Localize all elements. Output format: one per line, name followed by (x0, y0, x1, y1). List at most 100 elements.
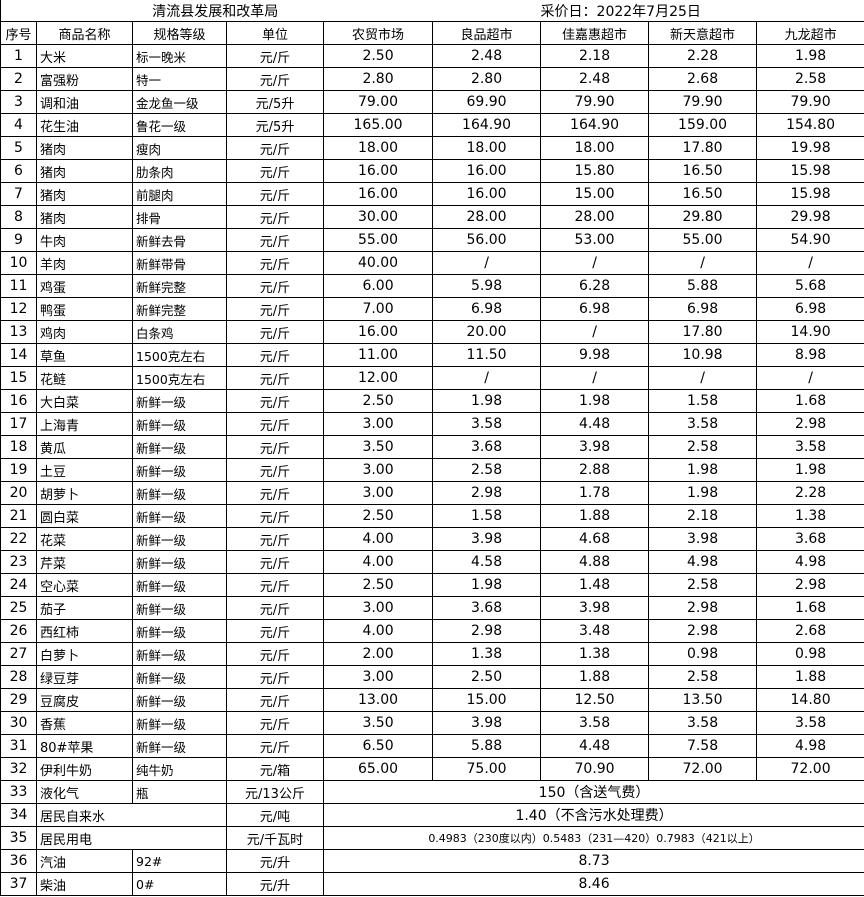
header-spec: 规格等级 (132, 21, 227, 45)
price-liangpin: 2.98 (432, 619, 542, 643)
price-market: 2.50 (322, 389, 434, 413)
item-unit: 元/斤 (226, 688, 324, 712)
item-unit: 元/吨 (226, 803, 324, 827)
price-jiajiahui: 15.00 (540, 182, 650, 206)
price-liangpin: 2.80 (432, 67, 542, 91)
item-spec: 金龙鱼一级 (132, 90, 227, 114)
item-spec: 新鲜完整 (132, 297, 227, 321)
item-unit: 元/斤 (226, 619, 324, 643)
item-spec: 新鲜一级 (132, 412, 227, 436)
item-unit: 元/5升 (226, 90, 324, 114)
item-name: 调和油 (36, 90, 133, 114)
price-xintianyi: 79.90 (648, 90, 758, 114)
price-jiajiahui: 2.88 (540, 458, 650, 482)
row-number: 1 (0, 44, 37, 68)
price-market: 2.50 (322, 44, 434, 68)
item-name: 圆白菜 (36, 504, 133, 528)
price-jiajiahui: 1.88 (540, 665, 650, 689)
item-unit: 元/斤 (226, 596, 324, 620)
item-unit: 元/斤 (226, 412, 324, 436)
price-jiulong: 1.98 (756, 458, 864, 482)
price-market: 3.00 (322, 481, 434, 505)
price-jiulong: 1.68 (756, 596, 864, 620)
price-liangpin: 2.98 (432, 481, 542, 505)
price-jiajiahui: 15.80 (540, 159, 650, 183)
price-market: 13.00 (322, 688, 434, 712)
item-spec: 新鲜一级 (132, 504, 227, 528)
item-unit: 元/斤 (226, 205, 324, 229)
price-liangpin: 56.00 (432, 228, 542, 252)
item-unit: 元/斤 (226, 320, 324, 344)
item-name: 猪肉 (36, 136, 133, 160)
item-unit: 元/升 (226, 872, 324, 896)
item-unit: 元/斤 (226, 136, 324, 160)
row-number: 26 (0, 619, 37, 643)
table-row: 2 富强粉 特一 元/斤 2.80 2.80 2.48 2.68 2.58 (0, 67, 864, 91)
item-spec: 肋条肉 (132, 159, 227, 183)
price-market: 3.00 (322, 458, 434, 482)
table-row: 4 花生油 鲁花一级 元/5升 165.00 164.90 164.90 159.00 154.… (0, 113, 864, 137)
price-liangpin: 11.50 (432, 343, 542, 367)
row-number: 9 (0, 228, 37, 252)
item-spec: 纯牛奶 (132, 757, 227, 781)
price-jiulong: 29.98 (756, 205, 864, 229)
price-market: 3.00 (322, 596, 434, 620)
price-market: 4.00 (322, 550, 434, 574)
item-spec: 瓶 (132, 780, 227, 804)
item-unit: 元/箱 (226, 757, 324, 781)
item-spec: 白条鸡 (132, 320, 227, 344)
row-number: 33 (0, 780, 37, 804)
row-number: 8 (0, 205, 37, 229)
item-name: 花生油 (36, 113, 133, 137)
price-xintianyi: 2.18 (648, 504, 758, 528)
header-jiajiahui: 佳嘉惠超市 (540, 21, 650, 45)
price-liangpin: 15.00 (432, 688, 542, 712)
item-spec: 新鲜一级 (132, 642, 227, 666)
row-number: 10 (0, 251, 37, 275)
price-liangpin: 69.90 (432, 90, 542, 114)
price-xintianyi: 1.98 (648, 458, 758, 482)
item-name: 茄子 (36, 596, 133, 620)
item-spec: 新鲜一级 (132, 711, 227, 735)
price-jiajiahui: 70.90 (540, 757, 650, 781)
title-row: 清流县发展和改革局 采价日：2022年7月25日 (0, 0, 864, 22)
price-jiulong: 1.98 (756, 44, 864, 68)
price-xintianyi: 16.50 (648, 159, 758, 183)
price-market: 2.50 (322, 573, 434, 597)
price-xintianyi: 6.98 (648, 297, 758, 321)
item-name: 柴油 (36, 872, 133, 896)
table-row: 7 猪肉 前腿肉 元/斤 16.00 16.00 15.00 16.50 15.98 (0, 182, 864, 206)
item-name: 花鲢 (36, 366, 133, 390)
price-liangpin: 1.58 (432, 504, 542, 528)
price-jiajiahui: 1.48 (540, 573, 650, 597)
price-jiajiahui: 18.00 (540, 136, 650, 160)
table-row: 19 土豆 新鲜一级 元/斤 3.00 2.58 2.88 1.98 1.98 (0, 458, 864, 482)
agency-title: 清流县发展和改革局 (0, 0, 433, 22)
item-unit: 元/斤 (226, 228, 324, 252)
item-name: 居民用电 (36, 826, 227, 850)
price-market: 6.50 (322, 734, 434, 758)
price-xintianyi: 2.98 (648, 596, 758, 620)
price-jiulong: 2.98 (756, 573, 864, 597)
price-jiajiahui: 4.48 (540, 734, 650, 758)
item-unit: 元/升 (226, 849, 324, 873)
price-xintianyi: 0.98 (648, 642, 758, 666)
price-xintianyi: / (648, 366, 758, 390)
price-jiajiahui: 4.68 (540, 527, 650, 551)
row-number: 6 (0, 159, 37, 183)
row-number: 25 (0, 596, 37, 620)
header-market: 农贸市场 (322, 21, 434, 45)
row-number: 28 (0, 665, 37, 689)
item-spec: 新鲜一级 (132, 665, 227, 689)
header-unit: 单位 (226, 21, 324, 45)
row-number: 32 (0, 757, 37, 781)
item-name: 羊肉 (36, 251, 133, 275)
price-jiulong: 54.90 (756, 228, 864, 252)
item-unit: 元/斤 (226, 573, 324, 597)
item-unit: 元/斤 (226, 481, 324, 505)
price-xintianyi: 7.58 (648, 734, 758, 758)
price-liangpin: 4.58 (432, 550, 542, 574)
price-xintianyi: 2.68 (648, 67, 758, 91)
price-jiajiahui: 12.50 (540, 688, 650, 712)
